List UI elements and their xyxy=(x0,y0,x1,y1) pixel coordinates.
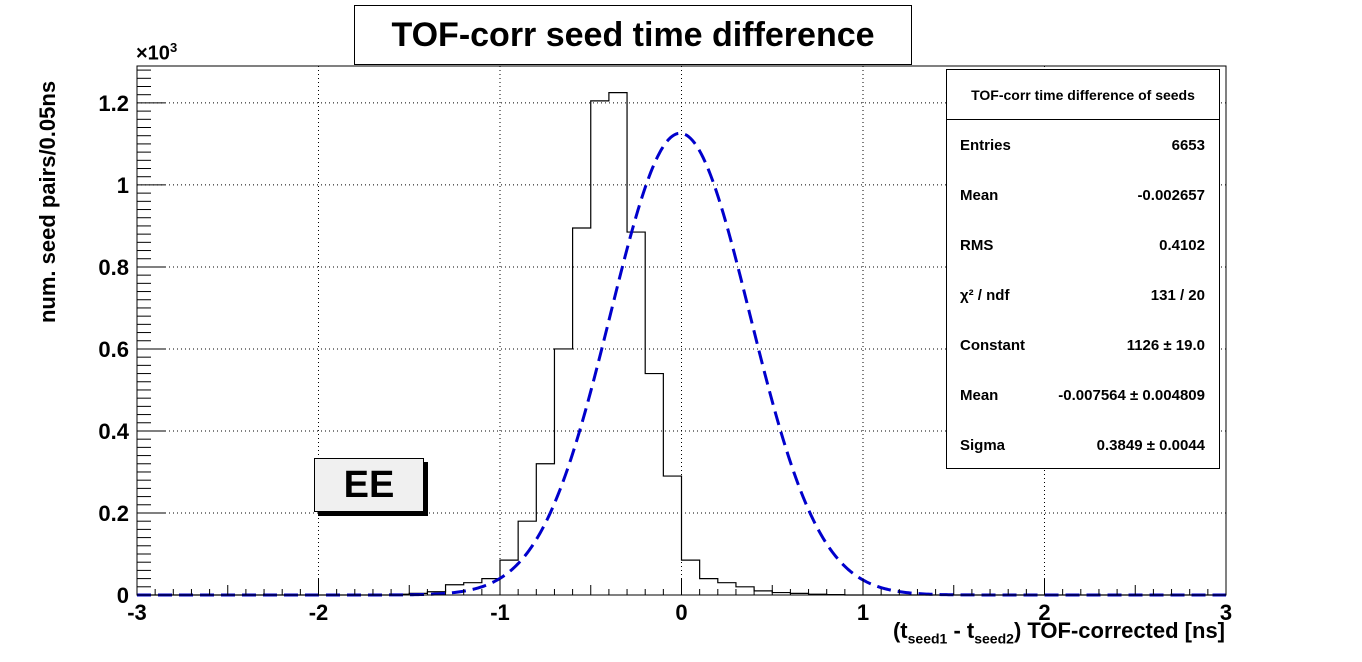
y-tick-label: 0.8 xyxy=(98,255,129,280)
stats-row-rms: RMS 0.4102 xyxy=(960,236,1205,254)
x-axis-label: (tseed1 - tseed2) TOF-corrected [ns] xyxy=(892,618,1225,647)
x-tick-label: -1 xyxy=(490,600,510,625)
y-tick-labels: 0 0.2 0.4 0.6 0.8 1 1.2 xyxy=(98,91,129,608)
x-tick-label: 0 xyxy=(675,600,687,625)
chart-title: TOF-corr seed time difference xyxy=(354,5,912,65)
y-axis-label: num. seed pairs/0.05ns xyxy=(35,80,60,324)
axes xyxy=(136,65,1227,596)
y-tick-label: 1.2 xyxy=(98,91,129,116)
y-tick-label: 0.4 xyxy=(98,419,129,444)
y-tick-label: 0.2 xyxy=(98,501,129,526)
stats-box: TOF-corr time difference of seeds Entrie… xyxy=(946,69,1220,469)
y-tick-label: 0.6 xyxy=(98,337,129,362)
x-tick-label: 2 xyxy=(1038,600,1050,625)
x-tick-label: 1 xyxy=(857,600,869,625)
x-tick-labels: -3 -2 -1 0 1 2 3 xyxy=(127,600,1232,625)
y-multiplier: ×103 xyxy=(136,40,178,65)
stats-row-sigma: Sigma 0.3849 ± 0.0044 xyxy=(960,436,1205,454)
y-tick-label: 1 xyxy=(117,173,129,198)
stats-row-mean: Mean -0.002657 xyxy=(960,186,1205,204)
y-tick-label: 0 xyxy=(117,583,129,608)
stats-row-entries: Entries 6653 xyxy=(960,136,1205,154)
stats-title: TOF-corr time difference of seeds xyxy=(947,70,1219,120)
stats-row-chi2: χ² / ndf 131 / 20 xyxy=(960,286,1205,304)
x-tick-label: -3 xyxy=(127,600,147,625)
stats-row-fit-mean: Mean -0.007564 ± 0.004809 xyxy=(960,386,1205,404)
x-tick-label: -2 xyxy=(309,600,329,625)
stats-row-constant: Constant 1126 ± 19.0 xyxy=(960,336,1205,354)
region-label: EE xyxy=(314,458,424,512)
x-tick-label: 3 xyxy=(1220,600,1232,625)
